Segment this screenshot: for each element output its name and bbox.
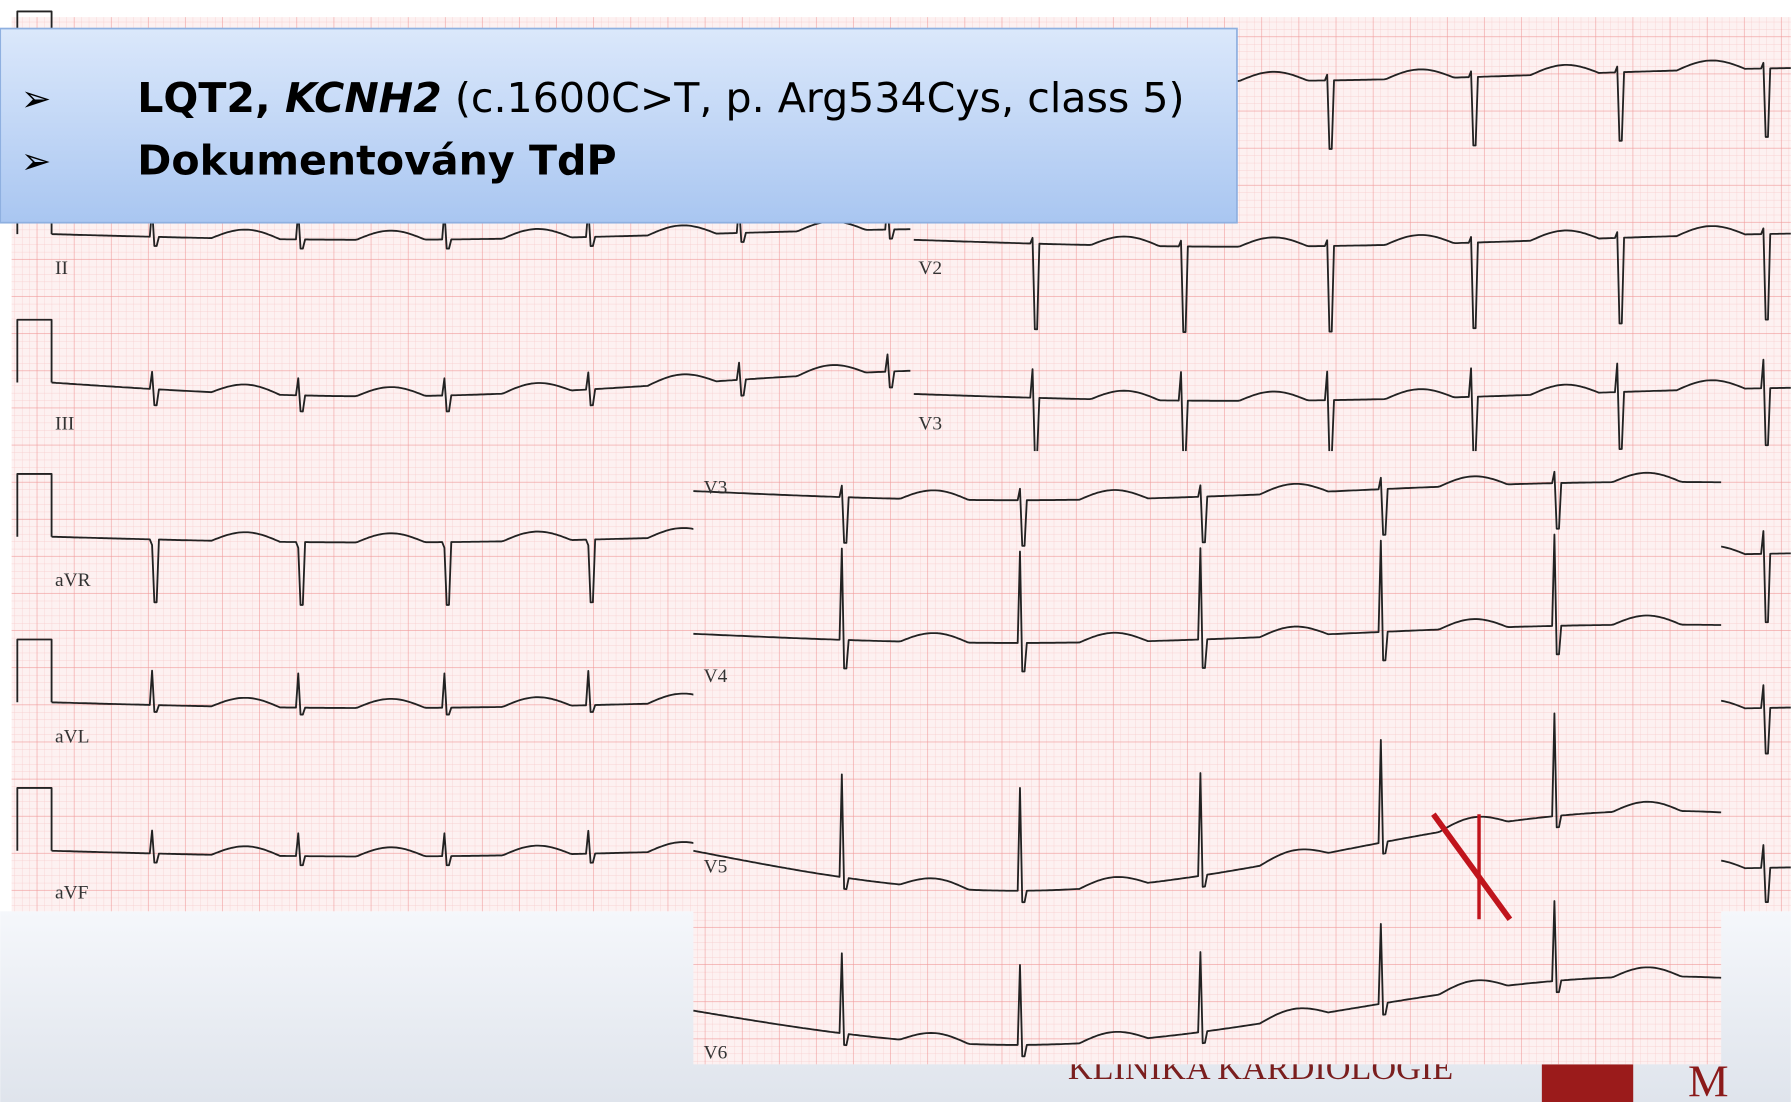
lead-label: aVR (55, 570, 91, 591)
lead-label: aVF (55, 883, 89, 904)
bullet-text: LQT2, KCNH2 (c.1600C>T, p. Arg534Cys, cl… (137, 74, 1184, 122)
bullet-part: LQT2, (137, 74, 285, 122)
lead-label: V6 (704, 1043, 728, 1064)
bullet-part: Dokumentovány TdP (137, 137, 616, 185)
bullet-part: (c.1600C>T, p. Arg534Cys, class 5) (442, 74, 1185, 122)
text-box-background (0, 29, 1237, 223)
bullet-icon: ➢ (21, 140, 52, 183)
text-box: ➢ ➢ LQT2, KCNH2 (c.1600C>T, p. Arg534Cys… (0, 29, 1237, 223)
ecg-inset: V3 V4 V5 V6 (693, 451, 1721, 1064)
lead-label: V3 (704, 477, 728, 498)
bullet-icon: ➢ (21, 77, 52, 120)
lead-label: V5 (704, 856, 728, 877)
lead-label: II (55, 258, 68, 279)
lead-label: V4 (704, 666, 728, 687)
lead-label: V3 (918, 413, 942, 434)
lead-label: V2 (918, 258, 942, 279)
bullet-part: KCNH2 (285, 74, 442, 122)
slide: II V2 III V3 aVR aVL aVF KLINIKA KARDIOL… (0, 0, 1791, 1102)
logo-block (1542, 1064, 1633, 1102)
inset-grid (693, 451, 1721, 1064)
lead-label: III (55, 413, 74, 434)
lead-label: aVL (55, 726, 89, 747)
bullet-text: Dokumentovány TdP (137, 137, 616, 185)
